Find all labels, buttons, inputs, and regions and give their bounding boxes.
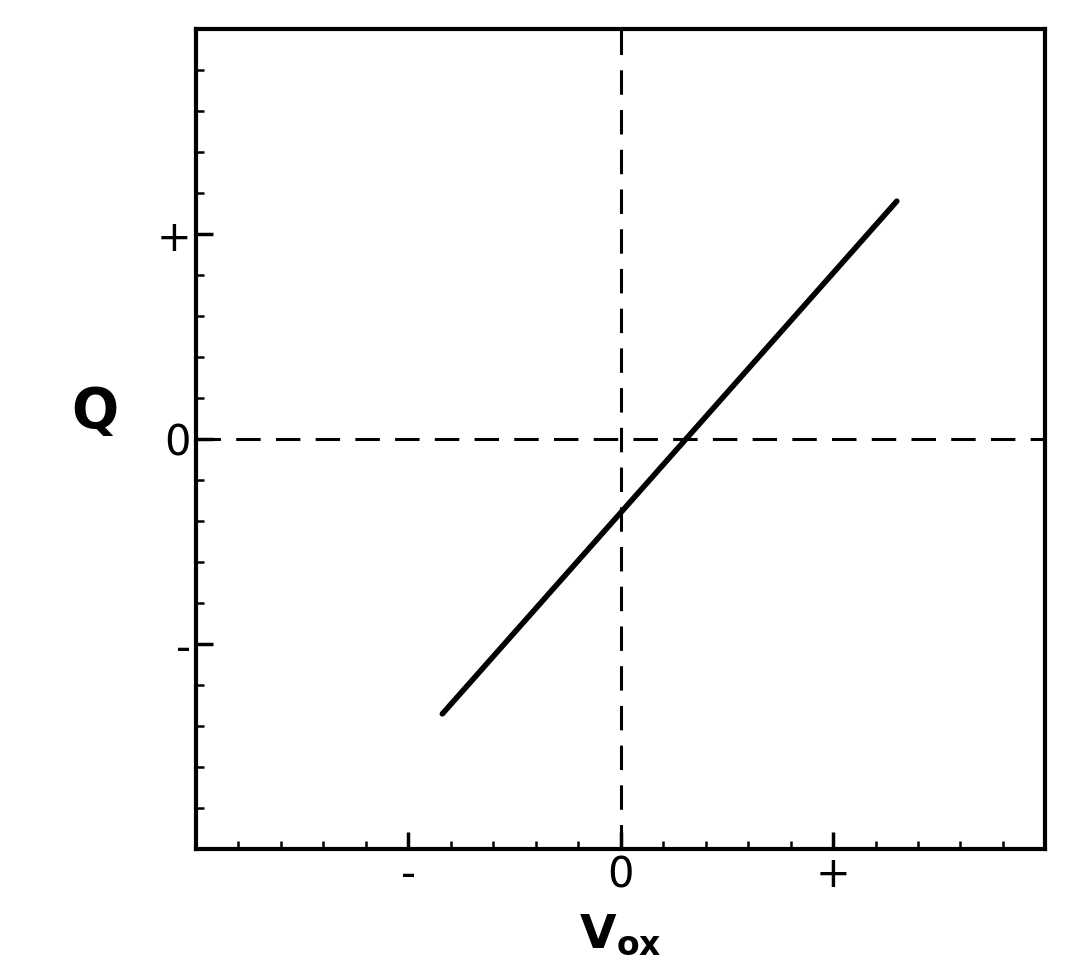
X-axis label: $\mathbf{V_{ox}}$: $\mathbf{V_{ox}}$ [579,913,662,957]
Y-axis label: $\mathbf{Q}$: $\mathbf{Q}$ [71,385,118,439]
